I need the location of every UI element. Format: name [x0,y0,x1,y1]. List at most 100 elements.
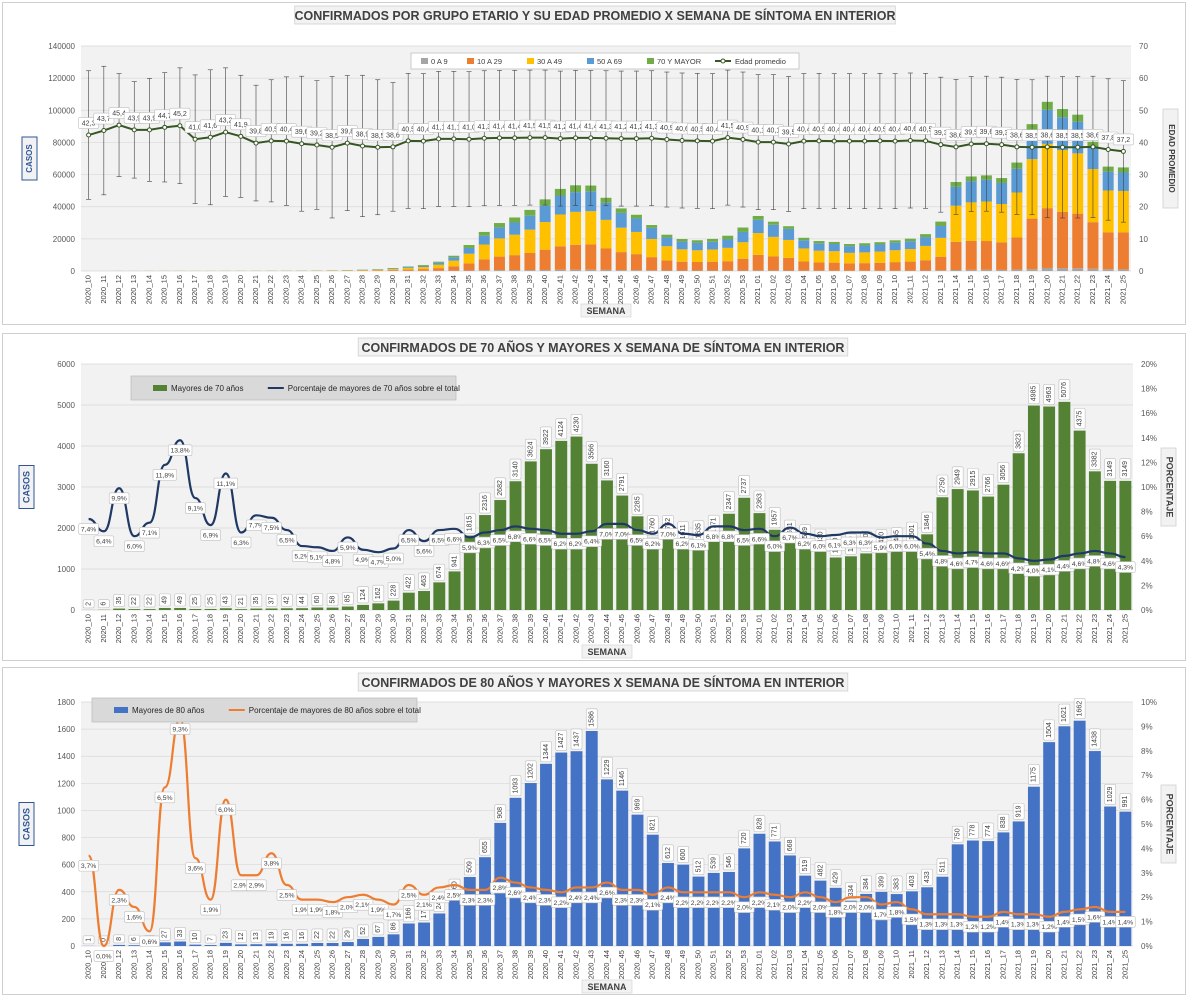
bar-svg3 [631,814,644,946]
legend-label: Porcentaje de mayores de 70 años sobre e… [288,384,460,393]
x-tick-label: 2021_12 [922,950,931,979]
bar-30-a-49 [722,247,734,262]
bar-svg3 [311,943,324,946]
bar-10-a-29 [539,249,551,270]
marker-edad-promedio [1120,148,1126,154]
bar-value-label-box [555,418,568,440]
percentage-data-label: 6,8% [706,534,722,541]
bar-0-a-9 [539,269,551,271]
bar-value-label: 463 [421,575,428,587]
percentage-data-label: 1,7% [874,912,890,919]
marker-edad-promedio [177,123,183,129]
x-tick-label: 2020_31 [403,275,412,304]
x-tick-label: 2020_48 [663,950,672,979]
bar-50-a-69 [646,227,658,239]
bar-value-label: 25 [207,597,214,605]
y-tick-label: 1800 [57,698,75,707]
bar-svg2 [905,544,918,610]
y2-tick-label: 16% [1141,409,1157,418]
bar-10-a-29 [646,257,658,271]
bar-value-label: 838 [1000,816,1007,828]
bar-value-label-box [1119,458,1132,480]
y2-axis-label: PORCENTAJE [1165,457,1175,518]
legend-marker-swatch [720,58,726,64]
bar-svg3 [509,797,522,946]
percentage-data-label: 6,7% [782,535,798,542]
avg-data-label: 39,8 [249,129,263,136]
bar-50-a-69 [874,244,886,252]
chart-age-groups: 0 20000 40000 60000 80000 100000 120000 140000 0… [21,5,1179,318]
percentage-data-label: 6,2% [645,541,661,548]
legend-swatch [114,707,128,713]
marker-edad-promedio [983,141,989,147]
x-tick-label: 2020_22 [267,614,276,643]
bar-value-label-box [402,574,415,591]
bar-svg3 [784,855,796,946]
x-tick-label: 2020_31 [404,950,413,979]
bar-svg2 [296,608,309,610]
bar-svg2 [875,551,888,610]
percentage-data-label-box [642,899,663,911]
x-tick-label: 2020_19 [221,950,230,979]
bar-value-label-box [189,594,202,608]
marker-edad-promedio [253,140,259,146]
bar-value-label-box [540,741,552,763]
y2-tick-label: 14% [1141,434,1157,443]
marker-edad-promedio [192,136,198,142]
x-tick-label: 2020_38 [511,950,520,979]
bar-10-a-29 [372,270,384,271]
bar-50-a-69 [722,239,734,248]
x-tick-label: 2021_01 [753,275,762,304]
avg-data-label: 37,2 [1117,137,1131,144]
avg-data-label: 40,4 [797,127,811,134]
percentage-data-label: 1,8% [828,910,844,917]
percentage-data-label: 2,2% [691,900,707,907]
y-tick-label: 1200 [57,779,75,788]
avg-data-label: 41,6 [204,123,218,130]
bar-value-label-box [326,928,339,942]
bar-value-label: 360 [451,881,458,893]
x-tick-label: 2021_10 [890,275,899,304]
x-tick-label: 2020_53 [738,275,747,304]
bar-0-a-9 [767,270,779,271]
x-tick-label: 2020_32 [418,275,427,304]
x-axis-label: SEMANA [587,982,627,992]
bar-10-a-29 [752,254,764,271]
marker-edad-promedio [1105,147,1111,152]
percentage-data-label: 2,9% [233,883,249,890]
bar-value-label: 750 [955,828,962,840]
x-tick-label: 2020_37 [495,950,504,979]
percentage-data-label: 4,7% [965,560,981,567]
bar-30-a-49 [661,246,673,261]
bar-value-label: 1762 [665,518,672,534]
bar-svg3 [387,934,400,946]
avg-data-label: 41,5 [538,123,552,130]
bar-value-label-box [585,441,598,463]
avg-data-label-box [1112,133,1134,146]
bar-70-y-mayor [874,242,886,245]
x-tick-label: 2021_14 [951,275,960,304]
marker-edad-promedio [1029,144,1035,150]
bar-30-a-49 [554,214,566,247]
bar-70-y-mayor [722,235,734,240]
percentage-data-label: 1,3% [1011,922,1027,929]
bar-svg3 [1043,742,1056,946]
bar-value-label: 3922 [543,429,550,445]
x-axis-label-box [581,979,633,994]
bar-svg2 [1073,430,1086,610]
y2-axis-label-box [1160,784,1177,864]
bar-value-label: 23 [223,931,230,939]
percentage-data-label: 6,1% [828,542,844,549]
bar-50-a-69 [889,242,901,251]
bar-svg3 [890,894,903,946]
chart-title: CONFIRMADOS POR GRUPO ETARIO Y SU EDAD P… [295,8,896,23]
legend [130,375,457,401]
bar-svg2 [280,608,293,610]
x-tick-label: 2020_39 [526,950,535,979]
bar-value-label: 1846 [924,514,931,530]
legend-label: Mayores de 70 años [171,384,244,393]
legend [91,697,418,723]
percentage-data-label: 6,6% [447,536,463,543]
x-tick-label: 2020_51 [709,950,718,979]
bar-value-label-box [281,929,293,943]
